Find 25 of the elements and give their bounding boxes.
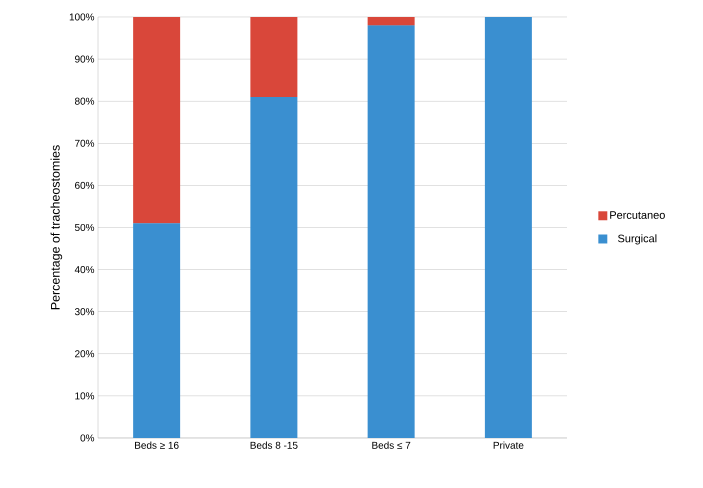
y-tick-label: 10%	[75, 392, 94, 400]
y-tick-label: 30%	[74, 308, 94, 316]
y-tick-label: 80%	[74, 98, 94, 105]
bar	[133, 223, 180, 438]
y-tick-label: 90%	[75, 56, 94, 63]
bar	[484, 16, 532, 438]
y-tick-label: 70%	[75, 140, 94, 147]
y-axis-title: Percentage of tracheostomies	[50, 145, 62, 310]
bar	[133, 16, 180, 224]
legend-label: Surgical	[618, 234, 656, 244]
bar	[250, 96, 298, 438]
bar	[250, 16, 298, 97]
x-tick-label: Private	[494, 442, 524, 449]
y-tick-label: 50%	[74, 224, 94, 232]
x-tick-label: Beds ≥ 16	[135, 442, 179, 449]
y-tick-label: 60%	[75, 182, 94, 189]
y-tick-label: 0%	[80, 434, 94, 442]
y-tick-label: 100%	[70, 13, 94, 21]
y-tick-label: 40%	[74, 266, 94, 274]
bar	[368, 16, 415, 26]
legend-label: Percutaneo	[610, 211, 665, 219]
bar	[368, 25, 415, 438]
y-tick-label: 20%	[75, 350, 94, 358]
x-tick-label: Beds 8 -15	[250, 442, 298, 449]
x-tick-label: Beds ≤ 7	[372, 442, 410, 449]
